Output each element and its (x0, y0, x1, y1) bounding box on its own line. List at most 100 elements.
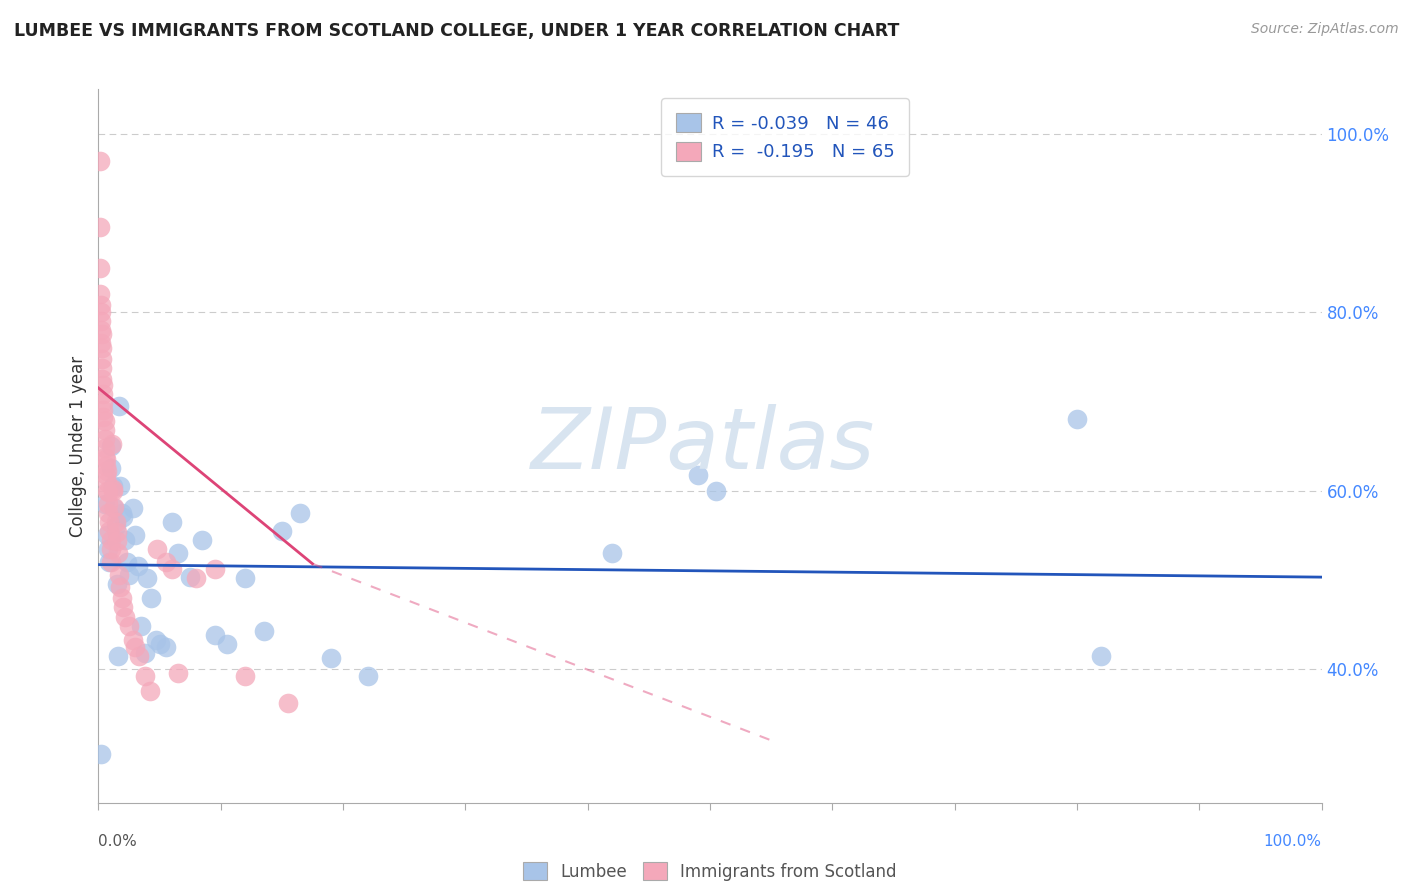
Point (704, 483, 727, 498)
Point (91, 341, 114, 355)
Point (110, 479, 132, 493)
Point (96, 475, 118, 489)
Text: Source: ZipAtlas.com: Source: ZipAtlas.com (1251, 22, 1399, 37)
Point (91, 403, 114, 417)
Point (252, 624, 274, 638)
Point (101, 479, 124, 493)
Point (155, 640, 177, 654)
Point (97, 506, 120, 520)
Point (91, 372, 114, 386)
Point (100, 555, 122, 569)
Point (160, 562, 183, 576)
Point (114, 533, 136, 547)
Text: 0.0%: 0.0% (98, 834, 138, 849)
Point (319, 651, 342, 665)
Point (110, 580, 132, 594)
Point (179, 570, 201, 584)
Point (101, 483, 124, 498)
Point (160, 515, 183, 529)
Point (118, 568, 141, 582)
Point (139, 591, 162, 605)
Point (167, 666, 190, 681)
Y-axis label: College, Under 1 year: College, Under 1 year (69, 355, 87, 537)
Point (97, 497, 120, 511)
Point (121, 633, 143, 648)
Point (93, 414, 115, 428)
Point (91, 327, 114, 342)
Point (104, 515, 127, 529)
Point (136, 571, 159, 585)
Point (204, 562, 226, 576)
Point (100, 533, 122, 547)
Point (111, 591, 134, 605)
Point (93, 432, 115, 446)
Point (167, 546, 190, 560)
Point (96, 483, 118, 498)
Point (290, 506, 312, 520)
Point (103, 501, 125, 516)
Point (277, 696, 299, 710)
Point (134, 669, 156, 683)
Point (111, 510, 134, 524)
Point (90, 323, 112, 337)
Point (100, 461, 122, 475)
Point (600, 546, 623, 560)
Point (90, 298, 112, 312)
Point (233, 669, 256, 683)
Point (93, 441, 115, 455)
Point (121, 501, 143, 516)
Point (90, 336, 112, 351)
Point (96, 528, 118, 542)
Point (93, 450, 115, 464)
Point (91, 410, 114, 425)
Point (104, 519, 127, 533)
Point (91, 387, 114, 401)
Point (100, 439, 122, 453)
Point (155, 555, 177, 569)
Point (98, 555, 121, 569)
Point (270, 524, 294, 538)
Point (139, 684, 162, 698)
Point (91, 360, 114, 375)
Point (105, 534, 128, 549)
Point (108, 399, 131, 413)
Point (107, 546, 129, 560)
Point (94, 452, 117, 467)
Point (186, 571, 208, 585)
Point (233, 571, 256, 585)
Point (146, 541, 169, 556)
Point (89, 153, 111, 168)
Legend: Lumbee, Immigrants from Scotland: Lumbee, Immigrants from Scotland (517, 855, 903, 888)
Point (100, 541, 122, 556)
Point (89, 260, 111, 275)
Point (118, 619, 141, 633)
Point (111, 599, 134, 614)
Point (96, 464, 118, 478)
Text: LUMBEE VS IMMIGRANTS FROM SCOTLAND COLLEGE, UNDER 1 YEAR CORRELATION CHART: LUMBEE VS IMMIGRANTS FROM SCOTLAND COLLE… (14, 22, 900, 40)
Point (356, 669, 378, 683)
Point (215, 637, 238, 651)
Point (91, 378, 114, 392)
Text: ZIPatlas: ZIPatlas (531, 404, 875, 488)
Point (98, 524, 121, 538)
Point (114, 610, 136, 624)
Point (134, 646, 156, 660)
Point (115, 555, 138, 569)
Point (108, 568, 131, 582)
Point (91, 351, 114, 366)
Point (103, 500, 125, 514)
Point (98, 515, 121, 529)
Point (93, 423, 115, 437)
Point (93, 497, 115, 511)
Text: 100.0%: 100.0% (1264, 834, 1322, 849)
Point (107, 648, 129, 663)
Point (105, 524, 128, 539)
Point (128, 648, 150, 663)
Point (124, 528, 146, 542)
Point (101, 482, 124, 496)
Point (89, 287, 111, 301)
Point (97, 541, 120, 556)
Point (124, 640, 146, 654)
Point (91, 396, 114, 410)
Point (127, 559, 149, 574)
